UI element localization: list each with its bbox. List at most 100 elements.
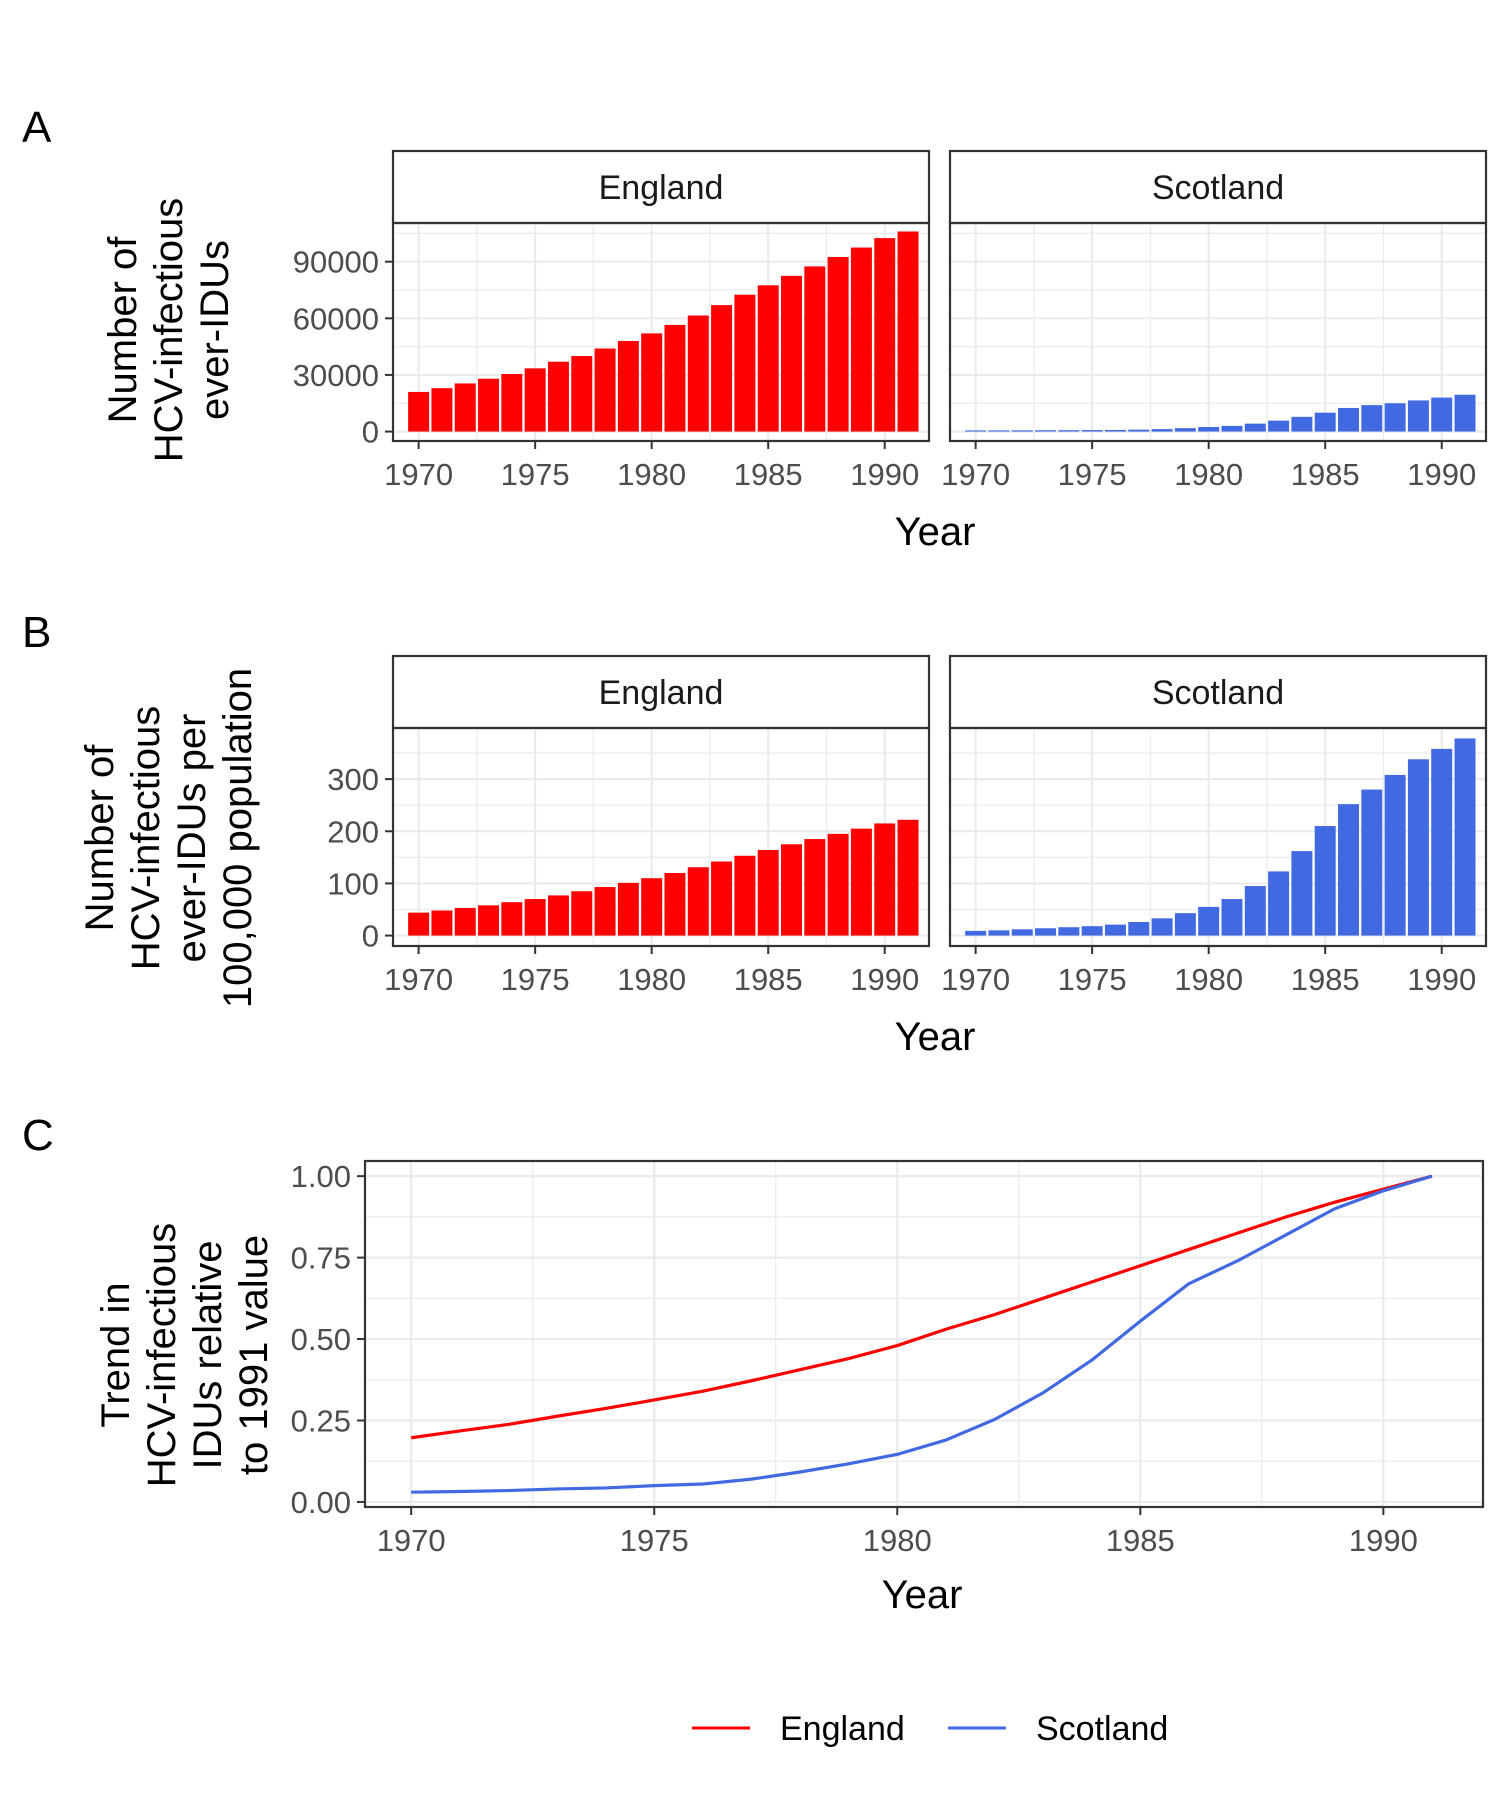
panel-c-panel-border xyxy=(363,1159,1485,1509)
panel-a-bar-england-1970 xyxy=(408,391,430,432)
panel-b-x-tick-label-england: 1975 xyxy=(501,962,570,997)
panel-a-y-tick-label: 60000 xyxy=(293,301,379,336)
panel-a-facet-scotland: Scotland 1970 1975 1980 1985 1990 xyxy=(941,149,1488,492)
panel-b-x-tick-label-scotland: 1970 xyxy=(941,962,1010,997)
panel-a-x-tick-label-england: 1990 xyxy=(850,457,919,492)
panel-b-x-axis-title: Year xyxy=(895,1015,976,1059)
panel-a-bar-scotland-1991 xyxy=(1454,394,1476,432)
legend: England Scotland xyxy=(692,1710,1168,1748)
panel-b-bar-england-1975 xyxy=(524,899,546,936)
panel-a-x-tick-label-scotland: 1970 xyxy=(941,457,1010,492)
panel-b-bar-scotland-1972 xyxy=(1011,929,1033,936)
panel-c-chart: 1970 1975 1980 1985 1990 0.00 0.25 0.50 0.75 1.00… xyxy=(94,1159,1485,1617)
panel-b-panel-border-scotland xyxy=(948,726,1488,948)
panel-a-strip-scotland xyxy=(948,149,1488,225)
panel-b-bar-england-1982 xyxy=(687,867,709,936)
panel-a-bar-england-1986 xyxy=(781,275,802,432)
panel-a-bar-england-1972 xyxy=(454,383,476,432)
panel-b-bar-england-1970 xyxy=(408,912,430,936)
panel-b-bar-scotland-1980 xyxy=(1198,906,1220,936)
panel-b-bar-england-1990 xyxy=(874,823,896,936)
panel-b-bar-scotland-1983 xyxy=(1268,871,1290,936)
panel-b-x-tick-label-england: 1985 xyxy=(734,962,803,997)
panel-a-bar-england-1988 xyxy=(827,256,849,432)
panel-b-bar-scotland-1973 xyxy=(1035,928,1057,936)
panel-b-bar-england-1983 xyxy=(711,861,733,936)
panel-b-bar-scotland-1986 xyxy=(1338,804,1359,936)
panel-b-bar-england-1988 xyxy=(827,833,849,936)
panel-b-bar-england-1977 xyxy=(571,891,593,936)
panel-a-strip-label-scotland: Scotland xyxy=(1152,169,1284,207)
panel-b-bar-scotland-1970 xyxy=(965,930,987,936)
panel-b-bar-scotland-1990 xyxy=(1431,748,1453,936)
panel-a-bar-england-1978 xyxy=(594,348,616,432)
panel-b-strip-england xyxy=(391,654,931,730)
panel-b-strip-label-england: England xyxy=(599,674,724,712)
panel-c-y-tick-label: 0.50 xyxy=(291,1322,351,1357)
panel-b-bar-england-1980 xyxy=(641,878,663,936)
panel-c-y-tick-label: 0.75 xyxy=(291,1241,351,1276)
panel-label-c: C xyxy=(22,1111,54,1160)
panel-a-x-tick-label-scotland: 1975 xyxy=(1058,457,1127,492)
panel-c-x-tick-label: 1970 xyxy=(377,1523,446,1558)
panel-a-bar-scotland-1978 xyxy=(1151,429,1173,432)
panel-b-bar-scotland-1976 xyxy=(1104,924,1126,936)
panel-a-bar-england-1976 xyxy=(547,361,569,432)
panel-b-bar-england-1991 xyxy=(897,819,919,936)
panel-b-bar-england-1989 xyxy=(850,828,872,936)
panel-b-bar-scotland-1981 xyxy=(1221,899,1243,936)
panel-c-y-tick-label: 0.25 xyxy=(291,1404,351,1439)
panel-a-bar-scotland-1984 xyxy=(1291,416,1313,432)
panel-b-bar-scotland-1991 xyxy=(1454,738,1476,936)
panel-b-y-tick-label: 0 xyxy=(362,919,379,954)
panel-b-x-tick-label-scotland: 1980 xyxy=(1174,962,1243,997)
panel-a-bar-scotland-1973 xyxy=(1035,430,1057,432)
panel-a-x-tick-label-scotland: 1990 xyxy=(1407,457,1476,492)
panel-a-bar-england-1980 xyxy=(641,333,663,432)
panel-c-y-tick-label: 1.00 xyxy=(291,1159,351,1194)
panel-b-bar-england-1984 xyxy=(734,855,756,936)
panel-a-bar-scotland-1982 xyxy=(1244,423,1266,432)
panel-a-facet-england: England 1970 1975 1980 1985 1990 0 30000 60000 90… xyxy=(293,149,931,492)
panel-b-x-tick-label-scotland: 1985 xyxy=(1291,962,1360,997)
panel-a-bar-scotland-1970 xyxy=(965,430,987,432)
panel-b-bar-scotland-1979 xyxy=(1174,913,1196,936)
panel-a-bar-scotland-1981 xyxy=(1221,425,1243,432)
panel-a-bar-england-1977 xyxy=(571,356,593,432)
panel-a-x-tick-label-england: 1970 xyxy=(384,457,453,492)
panel-b-bar-england-1981 xyxy=(664,872,686,936)
panel-a-y-tick-label: 0 xyxy=(362,415,379,450)
panel-label-a: A xyxy=(22,103,52,152)
panel-b-y-tick-label: 200 xyxy=(327,814,379,849)
panel-b-y-tick-label: 100 xyxy=(327,866,379,901)
panel-a-bar-england-1973 xyxy=(478,378,500,432)
panel-b-bar-scotland-1985 xyxy=(1314,826,1336,936)
panel-a-bar-scotland-1989 xyxy=(1407,400,1429,432)
panel-b-x-tick-label-england: 1970 xyxy=(384,962,453,997)
panel-a-x-tick-label-england: 1985 xyxy=(734,457,803,492)
panel-a-bar-england-1975 xyxy=(524,368,546,432)
panel-a-bar-scotland-1977 xyxy=(1128,429,1150,432)
panel-a-bar-england-1983 xyxy=(711,305,733,432)
panel-b-bar-england-1978 xyxy=(594,887,616,936)
panel-a-panel-border-england xyxy=(391,221,931,443)
panel-b-x-tick-label-scotland: 1990 xyxy=(1407,962,1476,997)
panel-c-line-england xyxy=(410,1174,1433,1440)
panel-a-bar-england-1984 xyxy=(734,294,756,432)
panel-b-x-tick-label-scotland: 1975 xyxy=(1058,962,1127,997)
panel-a-chart: England 1970 1975 1980 1985 1990 0 30000 60000 90… xyxy=(101,149,1488,554)
panel-a-x-tick-label-england: 1980 xyxy=(617,457,686,492)
panel-b-facet-england: England 1970 1975 1980 1985 1990 0 100 200 300 xyxy=(327,654,931,997)
panel-a-x-tick-label-scotland: 1985 xyxy=(1291,457,1360,492)
panel-b-bar-scotland-1987 xyxy=(1361,789,1383,936)
panel-b-bar-england-1973 xyxy=(478,905,500,936)
panel-b-bar-scotland-1988 xyxy=(1384,774,1406,936)
panel-c-x-tick-label: 1980 xyxy=(863,1523,932,1558)
panel-a-bar-scotland-1974 xyxy=(1058,430,1080,432)
panel-b-y-tick-label: 300 xyxy=(327,762,379,797)
panel-c-y-axis-title: Trend inHCV-infectiousIDUs relativeto 19… xyxy=(94,1223,276,1488)
panel-b-bar-scotland-1989 xyxy=(1407,759,1429,936)
panel-b-strip-label-scotland: Scotland xyxy=(1152,674,1284,712)
panel-c-plot: 1970 1975 1980 1985 1990 0.00 0.25 0.50 0.75 1.00 xyxy=(291,1159,1485,1558)
